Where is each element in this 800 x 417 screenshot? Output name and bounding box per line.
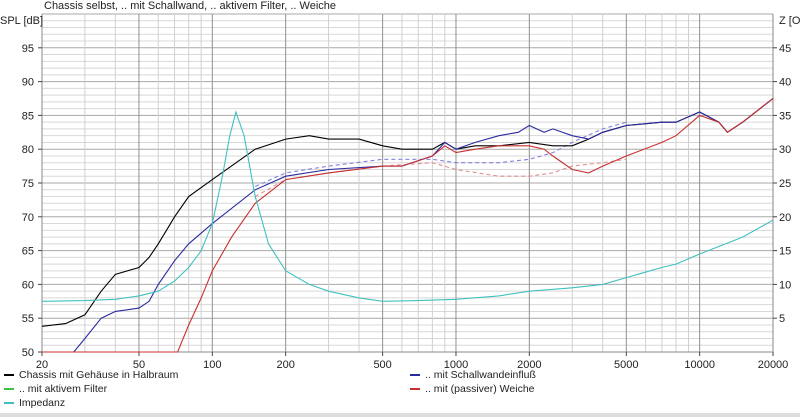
x-tick-label: 5000 [614, 359, 638, 371]
dashed-series-line [254, 158, 627, 197]
y-tick-label: 75 [22, 178, 34, 190]
series-line [42, 98, 774, 353]
divider [0, 413, 800, 417]
legend-swatch [410, 374, 420, 376]
legend-label: Chassis mit Gehäuse in Halbraum [19, 369, 179, 381]
y2-tick-label: 35 [779, 110, 791, 122]
y2-tick-label: 45 [779, 43, 791, 55]
legend-item: Chassis mit Gehäuse in Halbraum [4, 369, 178, 381]
legend-swatch [4, 374, 14, 376]
x-tick-label: 20000 [758, 359, 789, 371]
x-tick-label: 10000 [684, 359, 715, 371]
x-tick-label: 200 [276, 359, 294, 371]
y-tick-label: 80 [22, 144, 34, 156]
x-tick-label: 500 [373, 359, 391, 371]
series-line [41, 110, 774, 302]
y2-tick-label: 5 [779, 313, 785, 325]
y-tick-label: 50 [22, 347, 34, 359]
x-tick-label: 100 [203, 359, 221, 371]
y2-tick-label: 10 [779, 279, 791, 291]
dashed-series-line [254, 121, 627, 187]
y-tick-label: 65 [22, 246, 34, 258]
legend-label: Impedanz [19, 397, 66, 409]
y-tick-label: 85 [22, 110, 34, 122]
x-tick-label: 20 [36, 359, 48, 371]
chart-title: Chassis selbst, .. mit Schallwand, .. ak… [42, 0, 339, 12]
y-tick-label: 95 [22, 43, 34, 55]
legend-item: .. mit Schallwandeinfluß [410, 369, 536, 381]
legend-item: .. mit aktivem Filter [4, 383, 107, 395]
legend-swatch [410, 388, 420, 390]
y-tick-label: 70 [22, 212, 34, 224]
y2-tick-label: 20 [779, 212, 791, 224]
x-tick-label: 1000 [444, 359, 468, 371]
y-tick-label: 60 [22, 279, 34, 291]
legend-label: .. mit Schallwandeinfluß [425, 369, 536, 381]
legend-item: .. mit (passiver) Weiche [410, 383, 535, 395]
legend-label: .. mit (passiver) Weiche [425, 383, 535, 395]
y2-tick-label: 40 [779, 77, 791, 89]
legend-item: Impedanz [4, 397, 65, 409]
y2-axis-label: Z [O [779, 15, 800, 27]
legend-swatch [4, 388, 14, 390]
legend-swatch [4, 402, 14, 404]
y-tick-label: 90 [22, 77, 34, 89]
y2-tick-label: 30 [779, 144, 791, 156]
y-axis-label: SPL [dB] [0, 15, 43, 27]
y2-tick-label: 25 [779, 178, 791, 190]
series-line [42, 98, 774, 353]
x-tick-label: 2000 [517, 359, 541, 371]
series-line [41, 98, 774, 327]
y-tick-label: 55 [22, 313, 34, 325]
x-tick-label: 50 [133, 359, 145, 371]
y2-tick-label: 15 [779, 246, 791, 258]
legend-label: .. mit aktivem Filter [19, 383, 108, 395]
